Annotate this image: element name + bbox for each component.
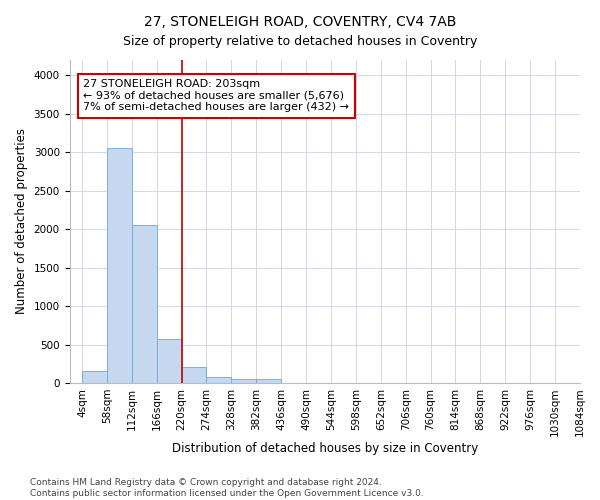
X-axis label: Distribution of detached houses by size in Coventry: Distribution of detached houses by size …	[172, 442, 478, 455]
Bar	[82, 372, 107, 383]
Bar	[182, 367, 206, 383]
Text: 27 STONELEIGH ROAD: 203sqm
← 93% of detached houses are smaller (5,676)
7% of se: 27 STONELEIGH ROAD: 203sqm ← 93% of deta…	[83, 79, 349, 112]
Text: Contains HM Land Registry data © Crown copyright and database right 2024.
Contai: Contains HM Land Registry data © Crown c…	[30, 478, 424, 498]
Y-axis label: Number of detached properties: Number of detached properties	[15, 128, 28, 314]
Bar	[206, 377, 232, 383]
Bar	[132, 224, 157, 383]
Bar	[107, 148, 132, 383]
Text: Size of property relative to detached houses in Coventry: Size of property relative to detached ho…	[123, 35, 477, 48]
Text: 27, STONELEIGH ROAD, COVENTRY, CV4 7AB: 27, STONELEIGH ROAD, COVENTRY, CV4 7AB	[144, 15, 456, 29]
Bar	[157, 339, 182, 383]
Bar	[256, 379, 281, 383]
Bar	[232, 378, 256, 383]
